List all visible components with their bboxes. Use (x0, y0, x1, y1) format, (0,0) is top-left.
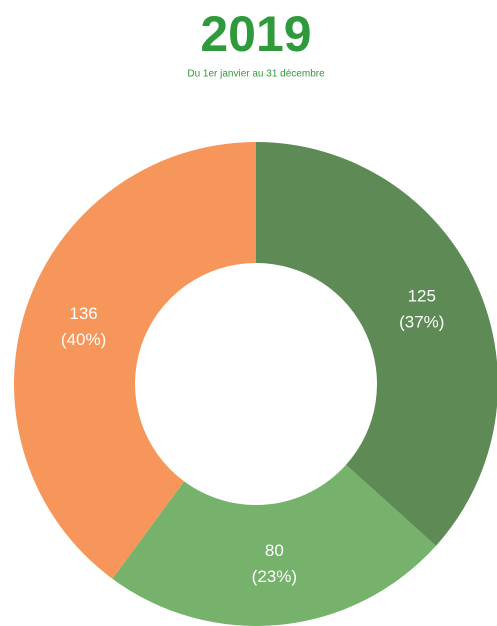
donut-slice (112, 464, 436, 626)
value-label: 80 (265, 541, 284, 560)
value-label: 136 (69, 304, 97, 323)
donut-slice (256, 142, 497, 546)
chart-subtitle: Du 1er janvier au 31 décembre (187, 69, 325, 80)
chart-title: 2019 (200, 6, 311, 62)
percent-label: (40%) (61, 330, 106, 349)
donut-slice (14, 142, 256, 579)
value-label: 125 (408, 287, 436, 306)
percent-label: (23%) (252, 567, 297, 586)
percent-label: (37%) (399, 313, 444, 332)
